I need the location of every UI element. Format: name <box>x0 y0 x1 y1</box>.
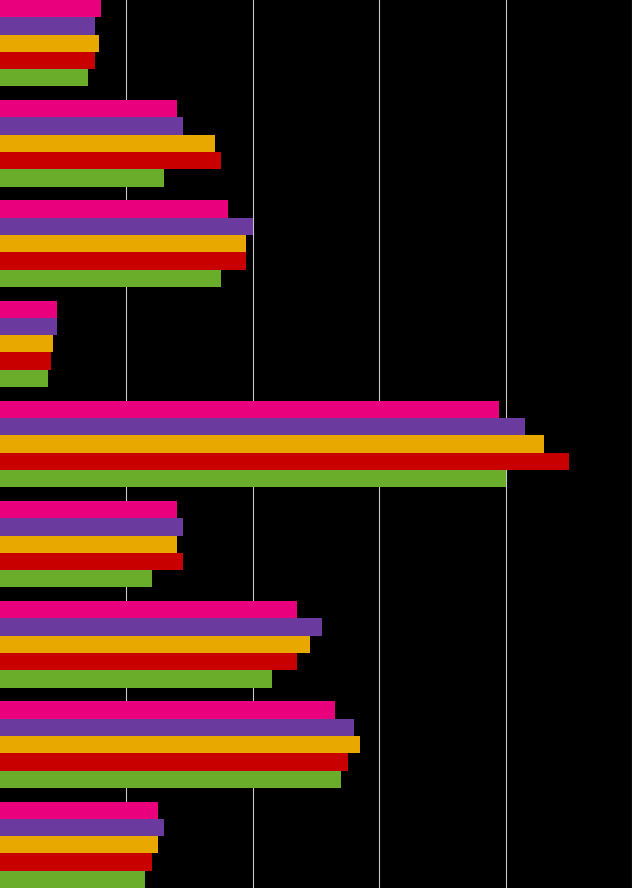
Bar <box>0 535 177 553</box>
Bar <box>0 135 215 152</box>
Bar <box>0 170 164 186</box>
Bar <box>0 335 53 353</box>
Bar <box>0 702 335 718</box>
Bar <box>0 470 506 488</box>
Bar <box>0 235 246 252</box>
Bar <box>0 270 221 287</box>
Bar <box>0 501 177 519</box>
Bar <box>0 301 57 318</box>
Bar <box>0 35 99 52</box>
Bar <box>0 435 544 453</box>
Bar <box>0 853 152 871</box>
Bar <box>0 69 88 86</box>
Bar <box>0 670 272 687</box>
Bar <box>0 753 348 771</box>
Bar <box>0 201 228 218</box>
Bar <box>0 636 310 653</box>
Bar <box>0 252 246 270</box>
Bar <box>0 353 51 369</box>
Bar <box>0 0 101 17</box>
Bar <box>0 553 183 570</box>
Bar <box>0 819 164 836</box>
Bar <box>0 369 48 387</box>
Bar <box>0 453 569 470</box>
Bar <box>0 736 360 753</box>
Bar <box>0 117 183 135</box>
Bar <box>0 400 499 418</box>
Bar <box>0 318 57 335</box>
Bar <box>0 100 177 117</box>
Bar <box>0 653 297 670</box>
Bar <box>0 418 525 435</box>
Bar <box>0 17 95 35</box>
Bar <box>0 618 322 636</box>
Bar <box>0 836 158 853</box>
Bar <box>0 871 145 888</box>
Bar <box>0 771 341 788</box>
Bar <box>0 802 158 819</box>
Bar <box>0 52 95 69</box>
Bar <box>0 570 152 587</box>
Bar <box>0 218 253 235</box>
Bar <box>0 718 354 736</box>
Bar <box>0 152 221 170</box>
Bar <box>0 519 183 535</box>
Bar <box>0 601 297 618</box>
